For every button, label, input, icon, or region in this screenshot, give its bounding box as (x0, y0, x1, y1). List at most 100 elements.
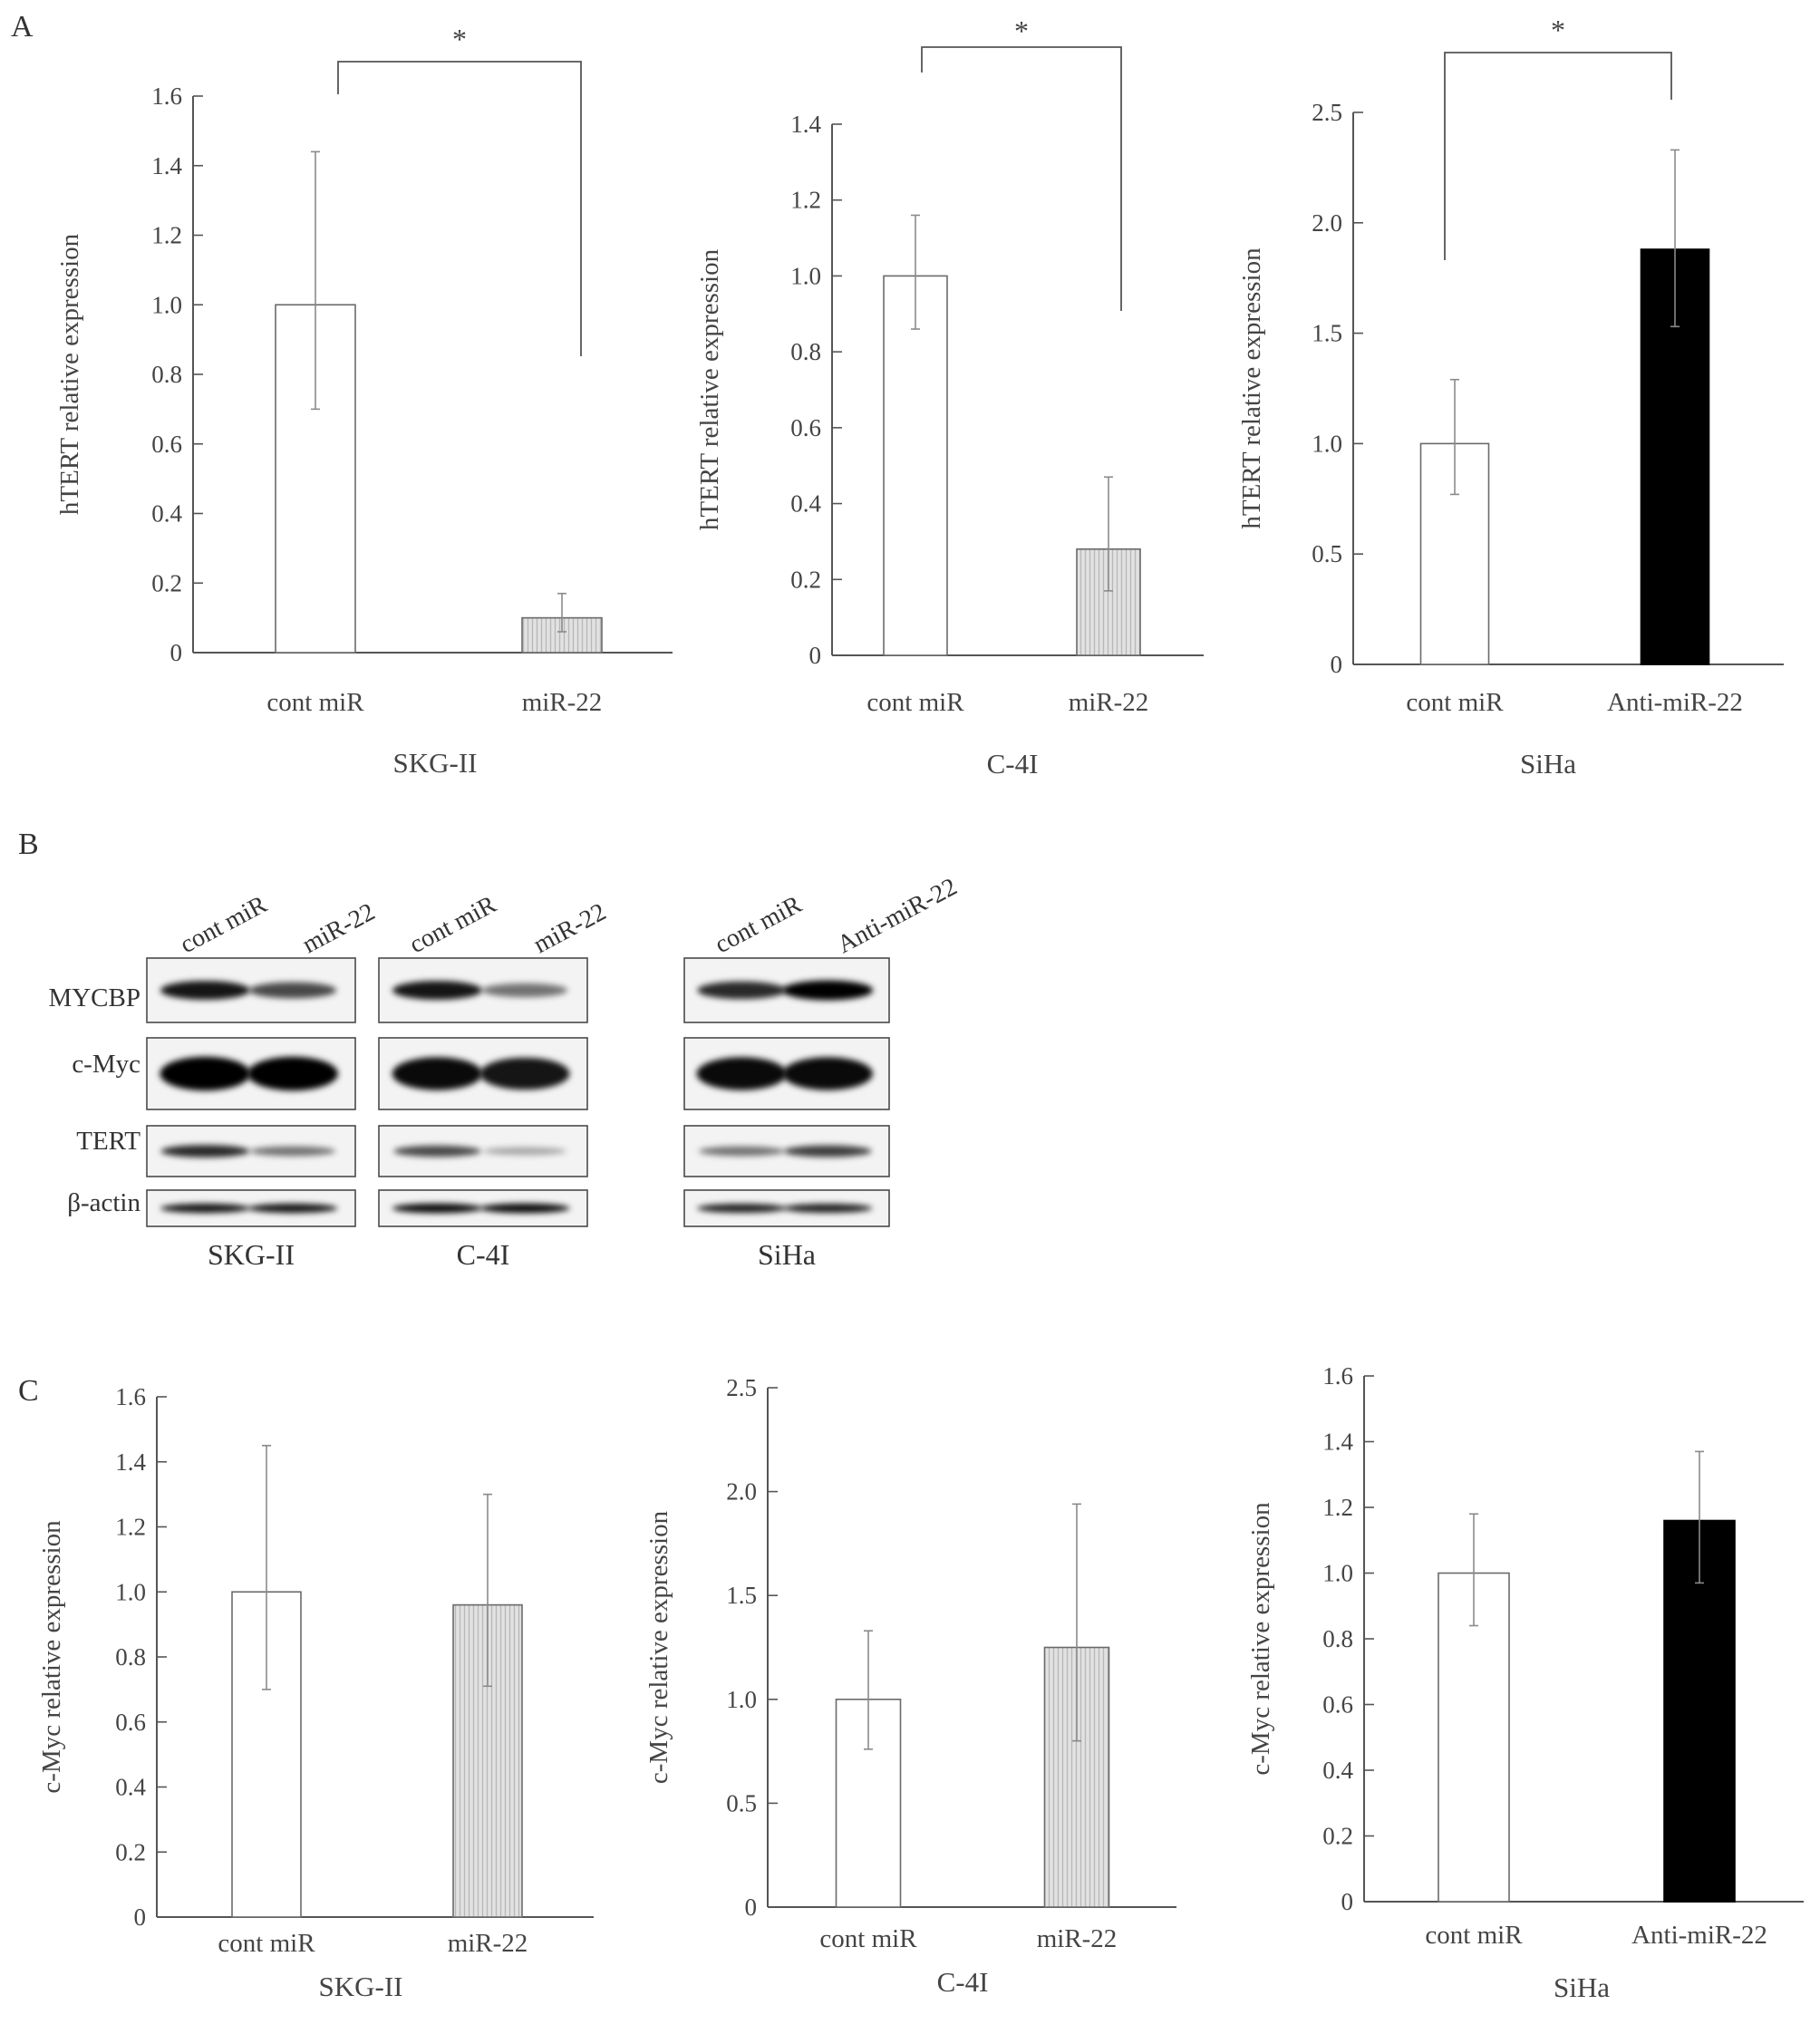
chart-c-c4i: 0 0.5 1.0 1.5 2.0 2.5 c-Myc relative expressio… (644, 1374, 1176, 1998)
x-tick-label: miR-22 (1069, 688, 1149, 717)
y-axis-label: c-Myc relative expression (1246, 1502, 1275, 1776)
y-tick-label: 0 (170, 639, 183, 666)
y-tick-label: 1.4 (790, 111, 821, 138)
blot-band (160, 981, 250, 1000)
y-axis-label: hTERT relative expression (695, 248, 724, 530)
x-tick-label: Anti-miR-22 (1607, 688, 1743, 717)
y-tick-label: 1.4 (1322, 1429, 1353, 1456)
x-tick-label: cont miR (266, 688, 364, 717)
blot-band (697, 981, 787, 1000)
blot-lane-label: miR-22 (298, 898, 380, 960)
y-tick-label: 0.6 (115, 1709, 146, 1736)
chart-area: 0 0.2 0.4 0.6 0.8 1.0 1.2 1.4 1.6 hTERT relative … (37, 14, 1804, 2003)
y-tick-label: 0.5 (1312, 540, 1342, 567)
y-tick-label: 0 (809, 642, 822, 669)
bar-anti-mir-22 (1663, 1519, 1736, 1903)
blot-band (247, 1203, 338, 1214)
y-tick-label: 2.5 (1312, 99, 1342, 126)
chart-a-siha: 0 0.5 1.0 1.5 2.0 2.5 hTERT relative expressio… (1237, 14, 1784, 780)
y-tick-label: 1.0 (726, 1686, 757, 1713)
significance-star: * (452, 23, 467, 55)
blot-band (160, 1203, 250, 1214)
y-tick-label: 0.6 (790, 414, 821, 441)
y-axis-label: hTERT relative expression (1237, 247, 1266, 529)
x-tick-label: miR-22 (448, 1929, 528, 1958)
y-tick-label: 0.2 (790, 566, 821, 593)
blot-band (783, 1145, 872, 1157)
blot-row-label: MYCBP (48, 983, 140, 1012)
significance-bracket (337, 61, 582, 356)
blot-band (782, 1203, 873, 1214)
y-tick-label: 0.8 (1322, 1625, 1353, 1652)
cell-line-label: C-4I (937, 1966, 989, 1998)
cell-line-label: SKG-II (393, 747, 478, 779)
y-tick-label: 1.2 (1322, 1494, 1353, 1521)
y-tick-label: 1.6 (151, 82, 182, 110)
blot-lane-label: cont miR (711, 890, 807, 959)
y-tick-label: 1.4 (151, 152, 182, 179)
blot-band (782, 980, 874, 1001)
y-tick-label: 0 (134, 1903, 147, 1931)
y-tick-label: 1.2 (115, 1514, 146, 1541)
y-axis-label: c-Myc relative expression (37, 1520, 66, 1794)
blot-band (479, 1057, 570, 1090)
y-tick-label: 1.0 (1312, 430, 1342, 457)
y-tick-label: 0.4 (790, 490, 821, 518)
y-tick-label: 0.5 (726, 1789, 757, 1816)
panel-letter-b: B (18, 828, 39, 861)
blot-band (479, 1203, 570, 1214)
panel-letter-a: A (11, 10, 34, 44)
blot-lane-label: Anti-miR-22 (833, 873, 962, 959)
blot-band (248, 982, 337, 999)
x-tick-label: cont miR (1406, 688, 1504, 717)
blot-band (696, 1057, 788, 1090)
x-tick-label: cont miR (218, 1929, 315, 1958)
x-tick-label: Anti-miR-22 (1631, 1921, 1767, 1950)
x-tick-label: miR-22 (1037, 1924, 1118, 1953)
chart-c-skg: 0 0.2 0.4 0.6 0.8 1.0 1.2 1.4 1.6 c-Myc relative … (37, 1383, 594, 2002)
y-tick-label: 1.5 (726, 1582, 757, 1609)
x-tick-label: miR-22 (522, 688, 603, 717)
blot-band (249, 1146, 336, 1157)
y-tick-label: 0.2 (115, 1838, 146, 1865)
y-tick-label: 0.8 (790, 338, 821, 365)
blot-band (782, 1057, 873, 1090)
blot-group-siha: cont miR Anti-miR-22 SiHa (683, 873, 962, 1271)
blot-lane-label: cont miR (405, 890, 501, 959)
blot-lane-label: cont miR (176, 890, 272, 959)
y-tick-label: 2.0 (1312, 209, 1342, 237)
blot-band (481, 983, 568, 998)
y-tick-label: 0.4 (151, 500, 182, 528)
blot-band (392, 1203, 483, 1214)
x-tick-label: cont miR (819, 1924, 917, 1953)
blot-band (393, 1145, 481, 1157)
blot-group-skg-ii: cont miR miR-22 SKG-II (146, 890, 380, 1271)
blot-band (392, 1057, 483, 1090)
y-axis-label: c-Myc relative expression (644, 1510, 673, 1784)
y-tick-label: 1.6 (1322, 1362, 1353, 1390)
blot-cell-line-label: SiHa (758, 1238, 816, 1271)
y-tick-label: 0.8 (151, 361, 182, 388)
y-tick-label: 1.5 (1312, 320, 1342, 347)
blot-band (483, 1147, 566, 1156)
y-tick-label: 1.0 (1322, 1560, 1353, 1587)
cell-line-label: SiHa (1520, 748, 1576, 780)
y-tick-label: 2.0 (726, 1478, 757, 1506)
cell-line-label: SKG-II (319, 1971, 403, 2002)
bar-cont-mir (1438, 1572, 1510, 1903)
y-tick-label: 0.2 (1322, 1823, 1353, 1850)
y-tick-label: 1.0 (790, 262, 821, 289)
y-tick-label: 0.4 (1322, 1757, 1353, 1784)
blot-band (699, 1146, 785, 1157)
blot-band (160, 1145, 250, 1157)
y-axis-label: hTERT relative expression (55, 233, 84, 515)
y-tick-label: 0 (1331, 651, 1343, 678)
blot-band (392, 981, 482, 1000)
blot-cell-line-label: C-4I (457, 1238, 510, 1271)
y-tick-label: 1.2 (151, 222, 182, 249)
western-blot: MYCBP c-Myc TERT β-actin cont miR miR-22 SKG-I… (48, 873, 962, 1271)
y-tick-label: 0 (745, 1894, 758, 1921)
blot-lane-label: miR-22 (529, 898, 611, 960)
blot-band (247, 1056, 338, 1091)
